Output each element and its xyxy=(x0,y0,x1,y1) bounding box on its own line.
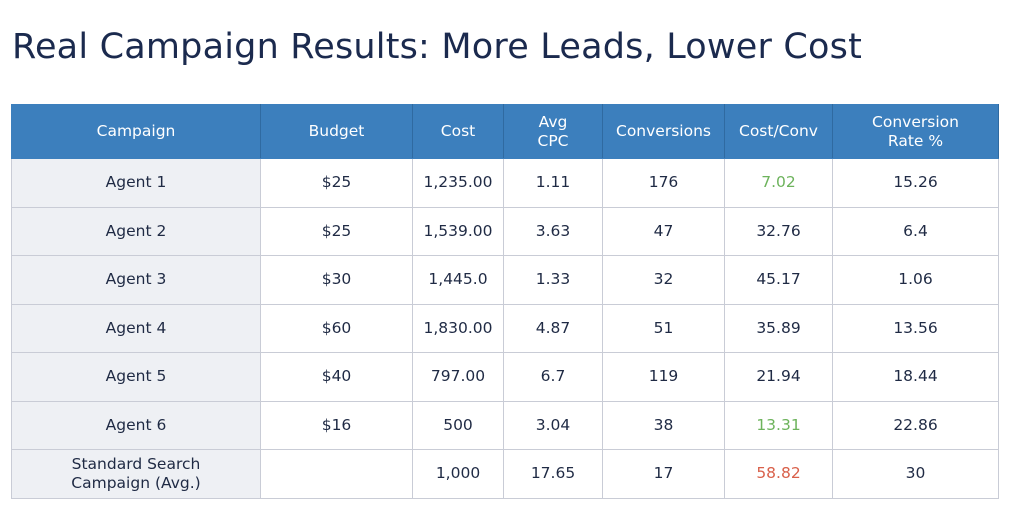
cell-avg-cpc: 6.7 xyxy=(503,352,603,402)
cell-conversion-rate: 6.4 xyxy=(832,206,999,256)
cell-campaign: Agent 4 xyxy=(11,303,261,353)
cell-conversions: 38 xyxy=(602,400,725,450)
page-title: Real Campaign Results: More Leads, Lower… xyxy=(12,27,863,68)
cell-conversions: 17 xyxy=(602,449,725,499)
table-header-row: Campaign Budget Cost Avg CPC Conversions… xyxy=(11,104,999,159)
cell-cost: 1,235.00 xyxy=(412,158,504,208)
cell-budget xyxy=(260,449,413,499)
cell-conversions: 47 xyxy=(602,206,725,256)
cell-budget: $25 xyxy=(260,206,413,256)
header-budget: Budget xyxy=(260,104,413,159)
header-conversion-rate: Conversion Rate % xyxy=(832,104,999,159)
cell-cost: 1,000 xyxy=(412,449,504,499)
table-row: Agent 4 $60 1,830.00 4.87 51 35.89 13.56 xyxy=(11,303,999,353)
cell-cost: 1,445.0 xyxy=(412,255,504,305)
cell-campaign: Standard Search Campaign (Avg.) xyxy=(11,449,261,499)
cell-conversions: 119 xyxy=(602,352,725,402)
cell-conversion-rate: 1.06 xyxy=(832,255,999,305)
header-conversions: Conversions xyxy=(602,104,725,159)
cell-cost-conv: 13.31 xyxy=(724,400,833,450)
cell-cost: 1,830.00 xyxy=(412,303,504,353)
campaign-results-table: Campaign Budget Cost Avg CPC Conversions… xyxy=(11,104,999,499)
cell-campaign: Agent 2 xyxy=(11,206,261,256)
table-row: Agent 2 $25 1,539.00 3.63 47 32.76 6.4 xyxy=(11,206,999,256)
cell-budget: $60 xyxy=(260,303,413,353)
cell-avg-cpc: 17.65 xyxy=(503,449,603,499)
cell-campaign: Agent 5 xyxy=(11,352,261,402)
table-row: Agent 6 $16 500 3.04 38 13.31 22.86 xyxy=(11,400,999,450)
header-cost: Cost xyxy=(412,104,504,159)
cell-conversion-rate: 22.86 xyxy=(832,400,999,450)
cell-budget: $30 xyxy=(260,255,413,305)
cell-conversions: 32 xyxy=(602,255,725,305)
cell-conversion-rate: 30 xyxy=(832,449,999,499)
cell-conversion-rate: 13.56 xyxy=(832,303,999,353)
cell-conversions: 176 xyxy=(602,158,725,208)
header-cost-conv: Cost/Conv xyxy=(724,104,833,159)
cell-cost-conv: 35.89 xyxy=(724,303,833,353)
cell-avg-cpc: 4.87 xyxy=(503,303,603,353)
cell-campaign: Agent 6 xyxy=(11,400,261,450)
cell-budget: $25 xyxy=(260,158,413,208)
cell-cost-conv: 7.02 xyxy=(724,158,833,208)
cell-cost: 797.00 xyxy=(412,352,504,402)
cell-cost-conv: 21.94 xyxy=(724,352,833,402)
cell-budget: $16 xyxy=(260,400,413,450)
header-avg-cpc: Avg CPC xyxy=(503,104,603,159)
cell-avg-cpc: 1.33 xyxy=(503,255,603,305)
cell-cost-conv: 45.17 xyxy=(724,255,833,305)
header-campaign: Campaign xyxy=(11,104,261,159)
cell-cost: 500 xyxy=(412,400,504,450)
cell-cost-conv: 32.76 xyxy=(724,206,833,256)
cell-campaign: Agent 1 xyxy=(11,158,261,208)
cell-campaign: Agent 3 xyxy=(11,255,261,305)
cell-cost-conv: 58.82 xyxy=(724,449,833,499)
cell-conversions: 51 xyxy=(602,303,725,353)
cell-conversion-rate: 15.26 xyxy=(832,158,999,208)
table-row: Standard Search Campaign (Avg.) 1,000 17… xyxy=(11,449,999,499)
cell-avg-cpc: 3.04 xyxy=(503,400,603,450)
cell-cost: 1,539.00 xyxy=(412,206,504,256)
cell-avg-cpc: 1.11 xyxy=(503,158,603,208)
table-row: Agent 5 $40 797.00 6.7 119 21.94 18.44 xyxy=(11,352,999,402)
cell-conversion-rate: 18.44 xyxy=(832,352,999,402)
cell-budget: $40 xyxy=(260,352,413,402)
table-row: Agent 1 $25 1,235.00 1.11 176 7.02 15.26 xyxy=(11,158,999,208)
table-row: Agent 3 $30 1,445.0 1.33 32 45.17 1.06 xyxy=(11,255,999,305)
cell-avg-cpc: 3.63 xyxy=(503,206,603,256)
